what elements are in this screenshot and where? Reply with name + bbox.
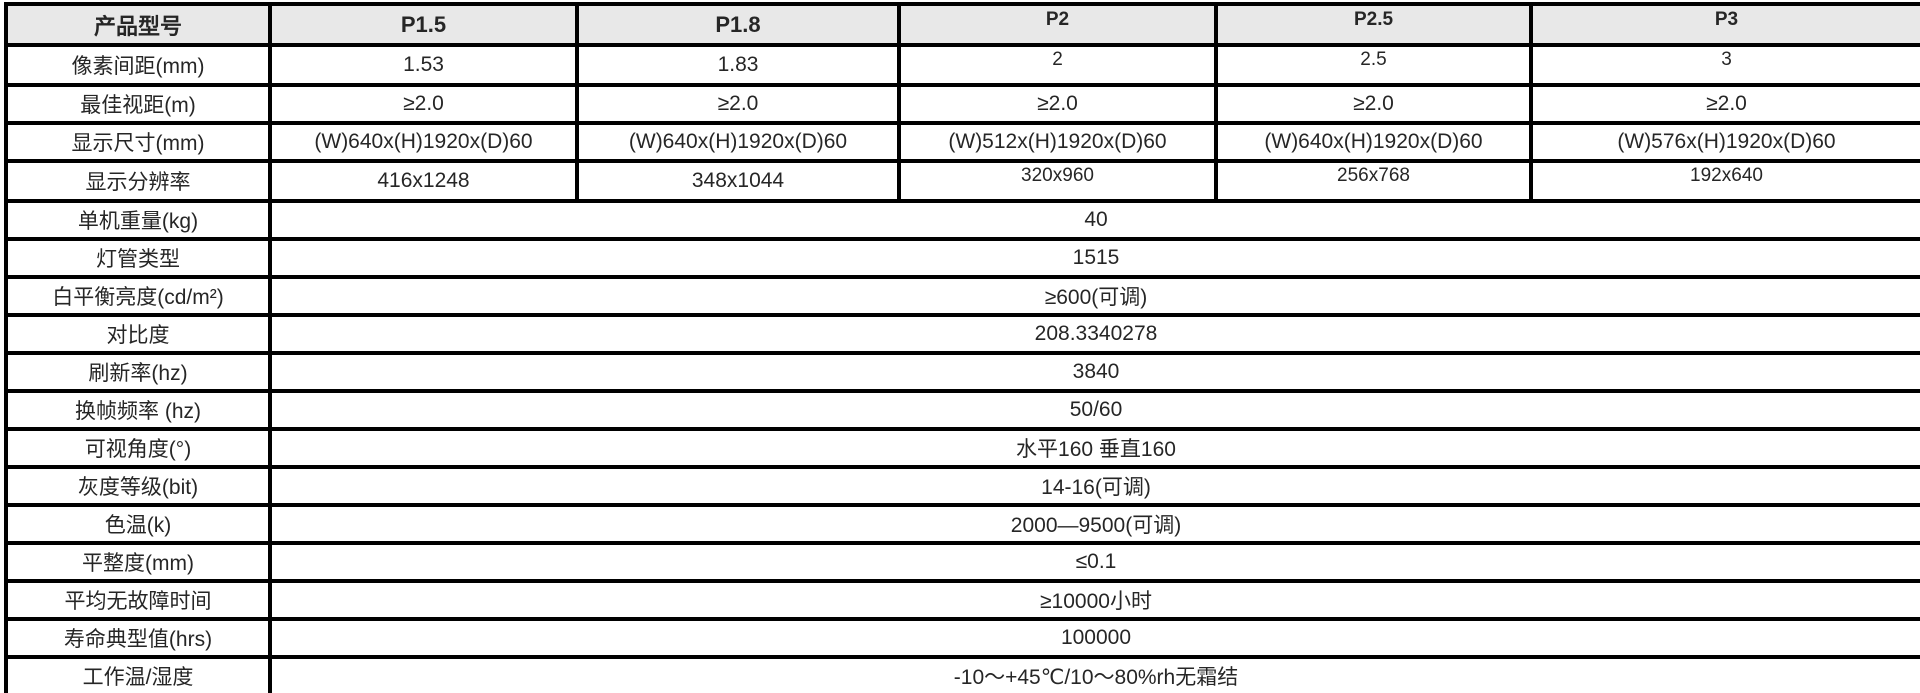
- spec-cell: ≥2.0: [268, 83, 579, 125]
- row-label: 寿命典型值(hrs): [4, 617, 272, 659]
- spec-cell: (W)512x(H)1920x(D)60: [897, 121, 1218, 163]
- spec-row: 显示尺寸(mm) (W)640x(H)1920x(D)60 (W)640x(H)19…: [4, 121, 1920, 163]
- spec-table-body: 像素间距(mm) 1.53 1.83 2 2.5 3 最佳视距(m) ≥2.0 ≥2.0 ≥2.0…: [4, 43, 1920, 693]
- spec-row: 平整度(mm) ≤0.1: [4, 541, 1920, 583]
- spec-cell: (W)640x(H)1920x(D)60: [1214, 121, 1533, 163]
- spec-cell: 256x768: [1214, 159, 1533, 203]
- row-label: 色温(k): [4, 503, 272, 545]
- row-label: 显示尺寸(mm): [4, 121, 272, 163]
- product-spec-table: 产品型号 P1.5 P1.8 P2 P2.5 P3 像素间距(mm) 1.53 1.83 2 2.…: [4, 2, 1920, 693]
- spec-cell: ≥2.0: [897, 83, 1218, 125]
- spec-cell: ≥2.0: [1529, 83, 1920, 125]
- row-label: 像素间距(mm): [4, 43, 272, 87]
- spec-row: 单机重量(kg) 40: [4, 199, 1920, 241]
- spec-row: 可视角度(°) 水平160 垂直160: [4, 427, 1920, 469]
- spec-cell: (W)576x(H)1920x(D)60: [1529, 121, 1920, 163]
- header-row: 产品型号 P1.5 P1.8 P2 P2.5 P3: [4, 2, 1920, 47]
- spec-row: 对比度 208.3340278: [4, 313, 1920, 355]
- row-label: 工作温/湿度: [4, 655, 272, 693]
- spec-cell-span: 2000—9500(可调): [268, 503, 1920, 545]
- spec-row: 灯管类型 1515: [4, 237, 1920, 279]
- column-header-p2: P2: [897, 2, 1218, 47]
- spec-cell: 348x1044: [575, 159, 901, 203]
- spec-cell-span: 50/60: [268, 389, 1920, 431]
- row-label: 灰度等级(bit): [4, 465, 272, 507]
- row-label: 平均无故障时间: [4, 579, 272, 621]
- row-label: 刷新率(hz): [4, 351, 272, 393]
- spec-row: 刷新率(hz) 3840: [4, 351, 1920, 393]
- row-label: 单机重量(kg): [4, 199, 272, 241]
- spec-cell: (W)640x(H)1920x(D)60: [575, 121, 901, 163]
- row-label: 灯管类型: [4, 237, 272, 279]
- spec-row: 最佳视距(m) ≥2.0 ≥2.0 ≥2.0 ≥2.0 ≥2.0: [4, 83, 1920, 125]
- spec-cell-span: 水平160 垂直160: [268, 427, 1920, 469]
- spec-cell-span: -10～+45℃/10～80%rh无霜结: [268, 655, 1920, 693]
- spec-row: 白平衡亮度(cd/m²) ≥600(可调): [4, 275, 1920, 317]
- column-header-p2-5: P2.5: [1214, 2, 1533, 47]
- spec-cell-span: ≤0.1: [268, 541, 1920, 583]
- column-header-p3: P3: [1529, 2, 1920, 47]
- row-label: 平整度(mm): [4, 541, 272, 583]
- spec-cell-span: ≥600(可调): [268, 275, 1920, 317]
- row-label: 最佳视距(m): [4, 83, 272, 125]
- spec-cell-span: ≥10000小时: [268, 579, 1920, 621]
- spec-row: 显示分辨率 416x1248 348x1044 320x960 256x768 192x6…: [4, 159, 1920, 203]
- spec-row: 灰度等级(bit) 14-16(可调): [4, 465, 1920, 507]
- spec-cell: 416x1248: [268, 159, 579, 203]
- spec-cell: 192x640: [1529, 159, 1920, 203]
- spec-cell-span: 14-16(可调): [268, 465, 1920, 507]
- column-header-p1-8: P1.8: [575, 2, 901, 47]
- column-header-p1-5: P1.5: [268, 2, 579, 47]
- row-label: 可视角度(°): [4, 427, 272, 469]
- row-label: 换帧频率 (hz): [4, 389, 272, 431]
- row-label: 白平衡亮度(cd/m²): [4, 275, 272, 317]
- spec-cell: 1.53: [268, 43, 579, 87]
- row-label: 对比度: [4, 313, 272, 355]
- spec-cell: 3: [1529, 43, 1920, 87]
- spec-row: 色温(k) 2000—9500(可调): [4, 503, 1920, 545]
- spec-cell-span: 208.3340278: [268, 313, 1920, 355]
- spec-cell: ≥2.0: [575, 83, 901, 125]
- spec-cell: ≥2.0: [1214, 83, 1533, 125]
- spec-cell-span: 1515: [268, 237, 1920, 279]
- spec-cell: 2: [897, 43, 1218, 87]
- spec-cell: (W)640x(H)1920x(D)60: [268, 121, 579, 163]
- spec-row: 寿命典型值(hrs) 100000: [4, 617, 1920, 659]
- corner-header-product-model: 产品型号: [4, 2, 272, 47]
- spec-cell-span: 40: [268, 199, 1920, 241]
- spec-row: 像素间距(mm) 1.53 1.83 2 2.5 3: [4, 43, 1920, 87]
- spec-cell: 2.5: [1214, 43, 1533, 87]
- spec-cell: 320x960: [897, 159, 1218, 203]
- row-label: 显示分辨率: [4, 159, 272, 203]
- spec-cell: 1.83: [575, 43, 901, 87]
- spec-row: 工作温/湿度 -10～+45℃/10～80%rh无霜结: [4, 655, 1920, 693]
- spec-cell-span: 3840: [268, 351, 1920, 393]
- spec-cell-span: 100000: [268, 617, 1920, 659]
- spec-row: 平均无故障时间 ≥10000小时: [4, 579, 1920, 621]
- spec-row: 换帧频率 (hz) 50/60: [4, 389, 1920, 431]
